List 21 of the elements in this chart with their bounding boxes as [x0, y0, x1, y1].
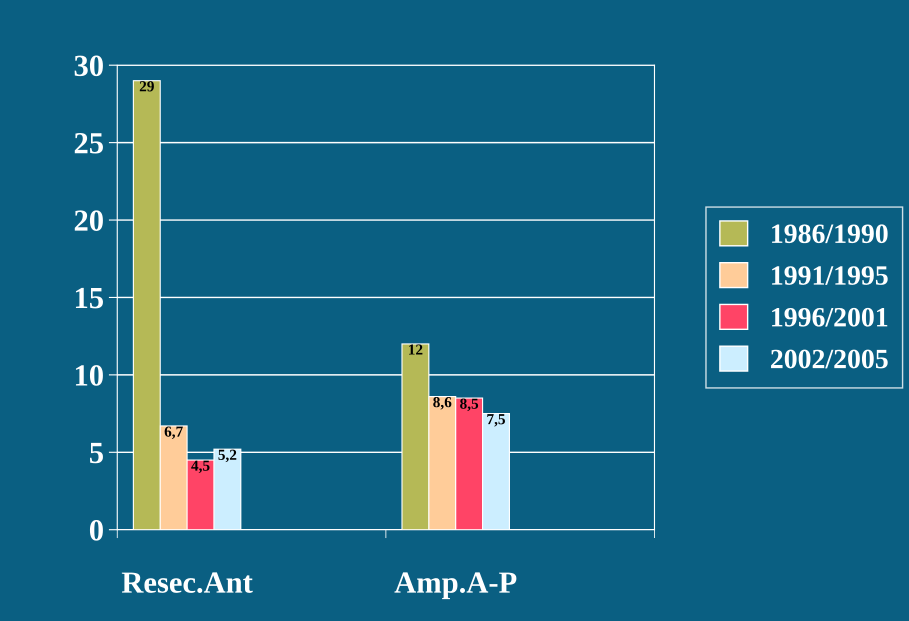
- legend-label: 1996/2001: [772, 308, 888, 327]
- y-tick-label: 10: [76, 365, 103, 386]
- x-tick-label: Amp.A-P: [394, 572, 516, 600]
- data-label: 5,2: [218, 450, 236, 462]
- data-label: 12: [409, 344, 422, 355]
- y-tick-label: 5: [90, 442, 103, 464]
- data-label: 8,5: [460, 398, 478, 412]
- data-label: 7,5: [487, 414, 505, 427]
- data-label: 8,6: [433, 396, 452, 410]
- legend-label: 1991/1995: [772, 266, 888, 285]
- legend-label: 1986/1990: [772, 224, 888, 244]
- y-tick-label: 30: [74, 55, 103, 76]
- x-tick-label: Resec.Ant: [122, 572, 253, 594]
- data-label: 6,7: [164, 426, 183, 439]
- y-tick-label: 15: [76, 288, 103, 308]
- legend-label: 2002/2005: [771, 350, 888, 368]
- y-tick-label: 25: [74, 132, 103, 154]
- y-tick-label: 0: [90, 520, 103, 541]
- y-tick-label: 20: [74, 210, 103, 231]
- data-label: 4,5: [191, 460, 210, 474]
- data-label: 29: [140, 81, 154, 92]
